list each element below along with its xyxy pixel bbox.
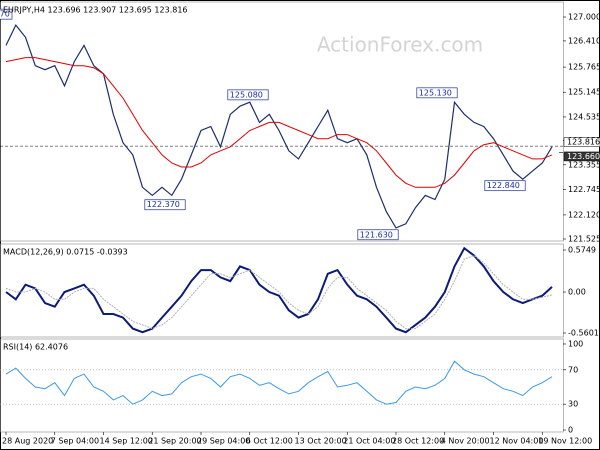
price-tag-label: 123.816 [567,138,600,147]
panel [0,243,564,338]
price-tag [563,151,600,162]
x-tick-label: 14 Sep 12:00 [100,437,153,446]
annotation-box [357,229,399,241]
y-tick-label: 126.410 [568,36,600,45]
y-tick-label: 121.525 [568,235,600,244]
annotation-label: 70 [0,10,10,19]
annotation-label: 121.630 [360,230,393,239]
annotation-box [144,199,186,211]
y-tick-label: 124.535 [568,112,600,121]
price-tag [563,137,600,147]
annotation-box [0,8,13,20]
panel-title: MACD(12,26,9) 0.0715 -0.0393 [3,248,128,257]
price-tag-label: 123.660 [567,152,600,161]
y-tick-label: 122.120 [568,210,600,219]
annotation-box [484,180,526,192]
x-tick-label: 4 Nov 20:00 [441,437,490,446]
y-tick-label: 122.745 [568,185,600,194]
panel-title: EURJPY,H4 123.696 123.907 123.695 123.81… [3,6,188,15]
series-line [5,360,553,405]
x-tick-label: 29 Sep 04:00 [197,437,250,446]
annotation-box [416,87,458,99]
y-tick-label: 100 [568,339,583,348]
x-tick-label: 28 Aug 2020 [2,437,53,446]
watermark: ActionForex.com [317,33,483,57]
x-tick-label: 13 Oct 20:00 [295,437,347,446]
series-line [5,57,553,188]
x-tick-label: 21 Sep 20:00 [148,437,201,446]
x-tick-label: 12 Nov 04:00 [490,437,544,446]
panel [0,338,564,433]
series-line [5,23,553,229]
panel-title: RSI(14) 62.4076 [3,343,68,352]
y-tick-label: 0.5749 [568,246,596,255]
x-tick-label: 6 Oct 12:00 [246,437,293,446]
annotation-label: 125.130 [419,88,452,97]
series-line [5,246,553,334]
annotation-label: 125.080 [230,90,263,99]
y-tick-label: 125.765 [568,63,600,72]
annotation-label: 122.840 [487,181,520,190]
annotation-label: 122.370 [147,200,180,209]
x-tick-label: 19 Nov 12:00 [538,437,592,446]
y-tick-label: -0.5601 [568,328,599,337]
x-tick-label: 21 Oct 04:00 [343,437,395,446]
y-tick-label: 123.355 [568,160,600,169]
y-tick-label: 70 [568,365,578,374]
panel [0,1,564,242]
y-tick-label: 0 [568,426,573,435]
y-tick-label: 125.145 [568,88,600,97]
y-tick-label: 0.00 [568,288,586,297]
x-tick-label: 7 Sep 04:00 [51,437,99,446]
x-tick-label: 28 Oct 12:00 [392,437,444,446]
y-tick-label: 127.000 [568,13,600,22]
annotation-box [227,89,269,101]
series-line [5,254,553,330]
y-tick-label: 30 [568,400,578,409]
